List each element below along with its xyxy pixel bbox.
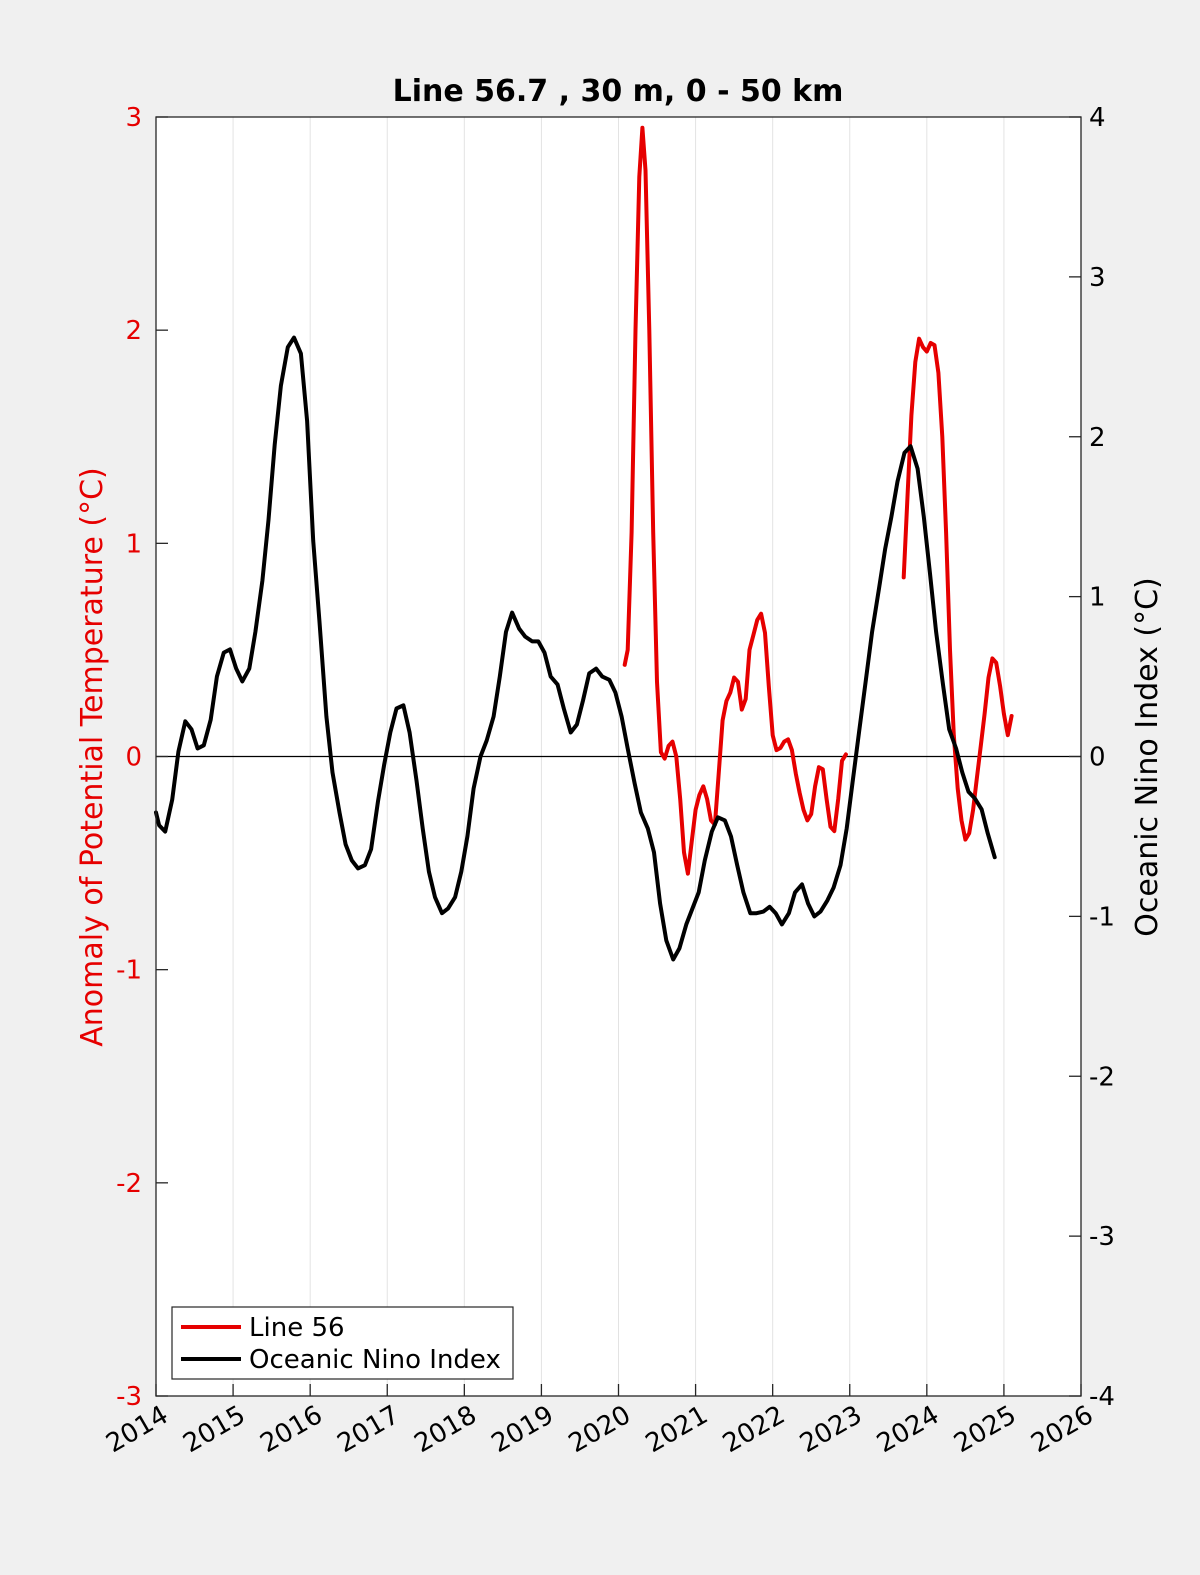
left-axis-ticks: -3 -2 -1 0 1 2 3: [116, 103, 168, 1412]
y-axis-right-label: Oceanic Nino Index (°C): [1130, 577, 1165, 937]
right-tick-label: 3: [1089, 263, 1106, 293]
series-line-56: [622, 125, 1014, 876]
right-tick-label: -2: [1089, 1062, 1115, 1092]
legend-label-oceanic-nino-index: Oceanic Nino Index: [249, 1345, 501, 1375]
left-tick-label: 2: [125, 316, 142, 346]
left-tick-label: 0: [125, 743, 142, 773]
series-oceanic-nino-index: [154, 335, 997, 962]
right-tick-label: -1: [1089, 902, 1115, 932]
series-line-oceanic-nino-index-segment-1: [154, 335, 997, 962]
legend-label-line-56: Line 56: [249, 1313, 345, 1343]
legend-box: [171, 1306, 514, 1380]
right-tick-label: 4: [1089, 103, 1106, 133]
right-tick-label: 1: [1089, 583, 1106, 613]
right-tick-label: -3: [1089, 1222, 1115, 1252]
series-layer: [154, 125, 1014, 962]
right-tick-label: 0: [1089, 743, 1106, 773]
left-tick-label: 3: [125, 103, 142, 133]
left-tick-label: -3: [116, 1382, 142, 1412]
right-tick-label: 2: [1089, 423, 1106, 453]
series-line-line-56-segment-1: [622, 125, 848, 876]
right-tick-label: -4: [1089, 1382, 1115, 1412]
chart-title: Line 56.7 , 30 m, 0 - 50 km: [393, 74, 844, 109]
right-axis-ticks: -4 -3 -2 -1 0 1 2 3 4: [1069, 103, 1115, 1412]
left-tick-label: -1: [116, 956, 142, 986]
y-axis-left-label: Anomaly of Potential Temperature (°C): [75, 467, 110, 1046]
left-tick-label: -2: [116, 1169, 142, 1199]
legend: Line 56 Oceanic Nino Index: [171, 1306, 514, 1380]
left-tick-label: 1: [125, 529, 142, 559]
series-line-line-56-segment-2: [901, 336, 1014, 842]
